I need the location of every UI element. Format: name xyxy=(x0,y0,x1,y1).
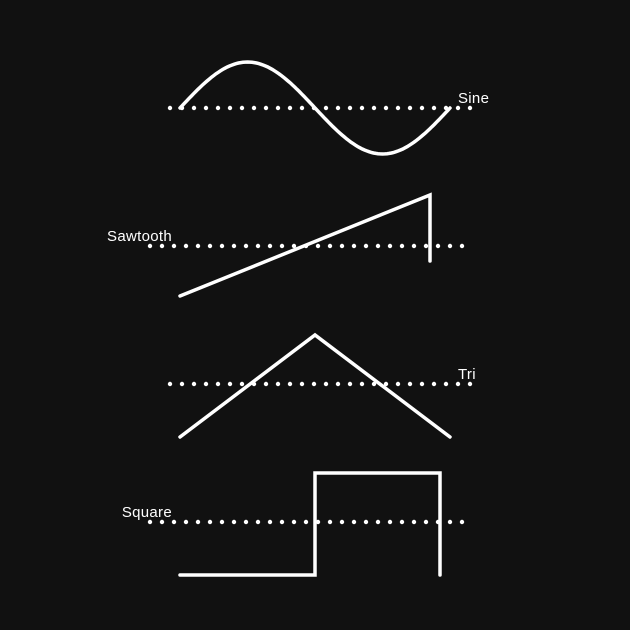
square-label: Square xyxy=(122,504,172,521)
wave-row-tri: Tri xyxy=(180,329,450,439)
sine-wave-svg xyxy=(180,53,450,163)
square-wave-path xyxy=(180,473,440,575)
square-wave-svg xyxy=(180,467,450,577)
tri-dotted-midline xyxy=(168,382,472,386)
wave-row-square: Square xyxy=(180,467,450,577)
sawtooth-wave-path xyxy=(180,195,430,296)
tri-wave-svg xyxy=(180,329,450,439)
sine-dotted-midline xyxy=(168,106,472,110)
tri-label: Tri xyxy=(458,366,476,383)
waveforms-container: Sine Sawtooth Tri Square xyxy=(180,33,450,597)
square-dotted-midline xyxy=(148,520,464,524)
sawtooth-label: Sawtooth xyxy=(107,228,172,245)
wave-row-sine: Sine xyxy=(180,53,450,163)
sine-label: Sine xyxy=(458,90,489,107)
wave-row-sawtooth: Sawtooth xyxy=(180,191,450,301)
sawtooth-wave-svg xyxy=(180,191,450,301)
